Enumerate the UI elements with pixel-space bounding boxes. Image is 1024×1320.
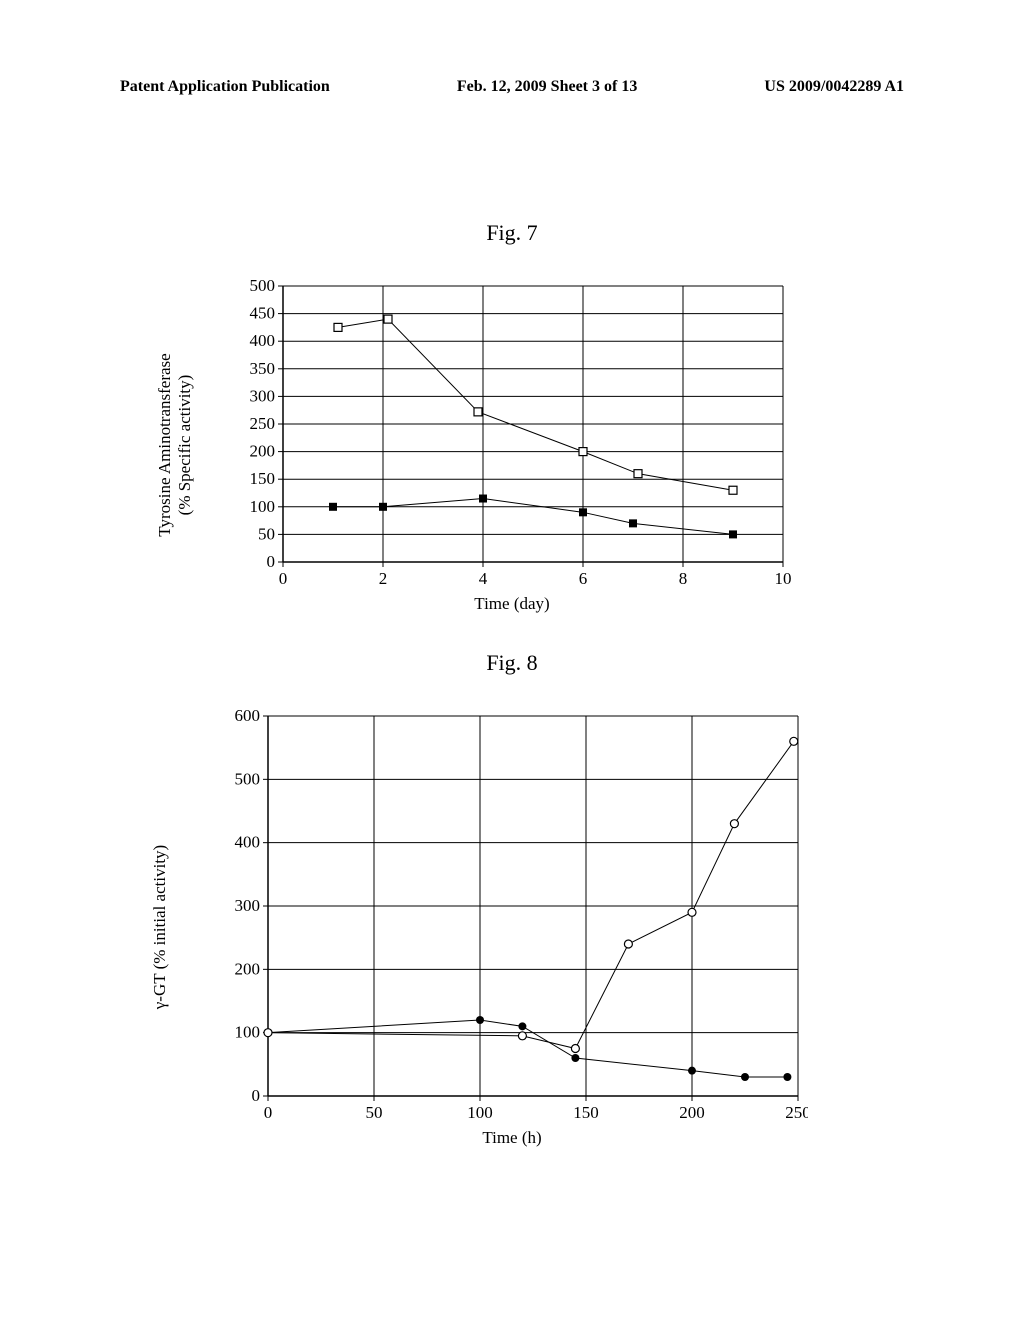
svg-text:0: 0 bbox=[279, 569, 288, 588]
svg-text:8: 8 bbox=[679, 569, 688, 588]
svg-text:600: 600 bbox=[235, 706, 261, 725]
figure-7-title: Fig. 7 bbox=[231, 220, 793, 246]
svg-text:50: 50 bbox=[366, 1103, 383, 1122]
svg-text:350: 350 bbox=[250, 359, 276, 378]
svg-text:400: 400 bbox=[250, 331, 276, 350]
svg-text:200: 200 bbox=[250, 442, 276, 461]
svg-text:150: 150 bbox=[250, 469, 276, 488]
svg-text:200: 200 bbox=[235, 959, 261, 978]
svg-text:0: 0 bbox=[264, 1103, 273, 1122]
figure-8-chart: γ-GT (% initial activity) 01002003004005… bbox=[216, 706, 808, 1148]
svg-text:100: 100 bbox=[235, 1023, 261, 1042]
svg-text:300: 300 bbox=[250, 386, 276, 405]
svg-text:300: 300 bbox=[235, 896, 261, 915]
svg-text:100: 100 bbox=[250, 497, 276, 516]
figure-7-xlabel: Time (day) bbox=[231, 594, 793, 614]
svg-text:200: 200 bbox=[679, 1103, 705, 1122]
figure-8-ylabel: γ-GT (% initial activity) bbox=[150, 845, 170, 1009]
svg-text:0: 0 bbox=[267, 552, 276, 571]
figure-8-title: Fig. 8 bbox=[216, 650, 808, 676]
svg-text:6: 6 bbox=[579, 569, 588, 588]
svg-text:2: 2 bbox=[379, 569, 388, 588]
figure-8-svg: 0 100 200 300 400 500 600 0 50 100 150 200 250 bbox=[216, 706, 808, 1124]
header-center: Feb. 12, 2009 Sheet 3 of 13 bbox=[457, 78, 637, 96]
header-left: Patent Application Publication bbox=[120, 78, 330, 96]
svg-text:250: 250 bbox=[250, 414, 276, 433]
header-right: US 2009/0042289 A1 bbox=[764, 78, 904, 96]
svg-text:450: 450 bbox=[250, 304, 276, 323]
figure-7-chart: Tyrosine Aminotransferase(% Specific act… bbox=[231, 276, 793, 614]
svg-text:250: 250 bbox=[785, 1103, 808, 1122]
figure-7-svg: 0 50 100 150 200 250 300 350 400 450 500 0 2 4 6 8 10 bbox=[231, 276, 793, 590]
svg-text:10: 10 bbox=[775, 569, 792, 588]
svg-text:400: 400 bbox=[235, 833, 261, 852]
figure-7: Fig. 7 Tyrosine Aminotransferase(% Speci… bbox=[231, 220, 793, 614]
figure-8: Fig. 8 γ-GT (% initial activity) 0100200… bbox=[216, 650, 808, 1148]
svg-text:500: 500 bbox=[235, 769, 261, 788]
svg-text:50: 50 bbox=[258, 524, 275, 543]
svg-text:0: 0 bbox=[252, 1086, 261, 1105]
figure-7-ylabel: Tyrosine Aminotransferase(% Specific act… bbox=[155, 353, 195, 536]
svg-text:150: 150 bbox=[573, 1103, 599, 1122]
svg-text:500: 500 bbox=[250, 276, 276, 295]
figure-8-xlabel: Time (h) bbox=[216, 1128, 808, 1148]
page-header: Patent Application Publication Feb. 12, … bbox=[0, 78, 1024, 96]
svg-text:4: 4 bbox=[479, 569, 488, 588]
svg-text:100: 100 bbox=[467, 1103, 493, 1122]
